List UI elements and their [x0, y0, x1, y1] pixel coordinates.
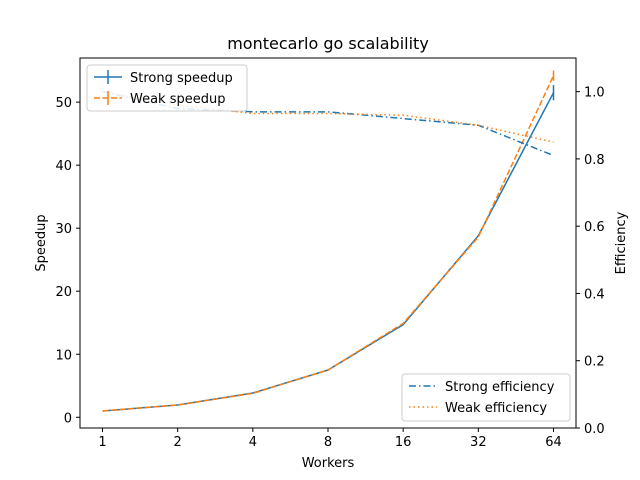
strong-speedup-line	[102, 92, 555, 412]
y-axis-left: 0 10 20 30 40 50	[55, 96, 80, 426]
weak-efficiency-line	[102, 90, 554, 143]
x-tick-label: 4	[249, 435, 257, 450]
y-right-tick-label: 0.4	[584, 287, 605, 302]
y-right-tick-label: 0.6	[584, 220, 605, 235]
y-left-tick-label: 10	[55, 348, 72, 363]
plot-frame	[79, 57, 577, 429]
y-left-tick-label: 30	[55, 222, 72, 237]
legend-box	[401, 373, 571, 422]
y-right-tick-label: 0.0	[584, 422, 605, 437]
plot-area	[102, 70, 555, 412]
legend-entry: Strong speedup	[130, 71, 233, 86]
y-left-tick-label: 50	[55, 96, 72, 111]
legend-entry: Weak efficiency	[445, 401, 547, 416]
x-axis-label: Workers	[302, 456, 355, 471]
y-right-tick-label: 1.0	[584, 86, 605, 101]
legend-speedup: Strong speedup Weak speedup	[86, 64, 248, 112]
x-tick-label: 8	[324, 435, 332, 450]
x-tick-label: 32	[470, 435, 487, 450]
y-axis-right: 0.0 0.2 0.4 0.6 0.8 1.0	[576, 86, 605, 437]
x-tick-label: 64	[545, 435, 562, 450]
y-right-tick-label: 0.8	[584, 153, 605, 168]
weak-speedup-line	[102, 75, 555, 412]
legend-box	[86, 64, 248, 112]
legend-entry: Weak speedup	[130, 92, 225, 107]
y-axis-right-label: Efficiency	[614, 211, 629, 274]
y-left-tick-label: 20	[55, 285, 72, 300]
y-left-tick-label: 40	[55, 159, 72, 174]
x-axis: 1 2 4 8 16 32 64	[98, 428, 562, 450]
x-tick-label: 2	[174, 435, 182, 450]
chart-title: montecarlo go scalability	[227, 34, 429, 53]
legend-efficiency: Strong efficiency Weak efficiency	[401, 373, 571, 422]
x-tick-label: 1	[98, 435, 106, 450]
y-left-tick-label: 0	[64, 411, 72, 426]
legend-entry: Strong efficiency	[445, 380, 555, 395]
y-axis-left-label: Speedup	[34, 214, 49, 271]
y-right-tick-label: 0.2	[584, 355, 605, 370]
x-tick-label: 16	[395, 435, 412, 450]
